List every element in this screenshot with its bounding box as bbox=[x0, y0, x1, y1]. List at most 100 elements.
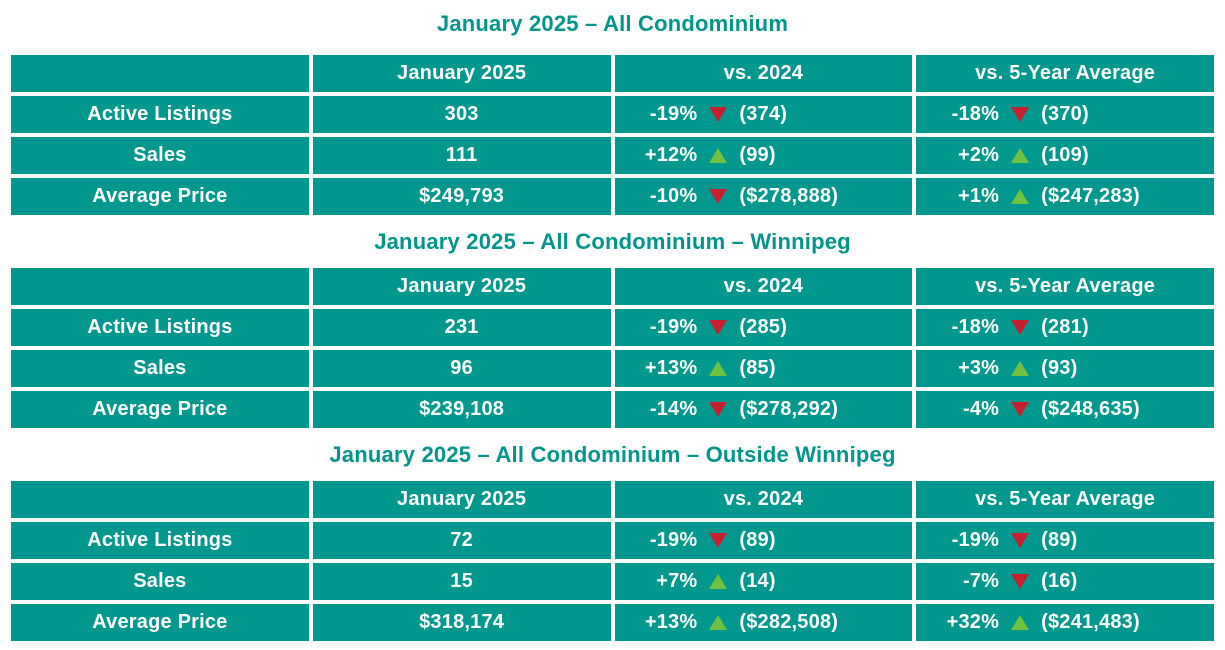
triangle-up-icon bbox=[1011, 361, 1030, 376]
percent-change: +12% bbox=[644, 144, 698, 166]
percent-change: -10% bbox=[649, 185, 698, 207]
triangle-up-icon bbox=[1011, 148, 1030, 163]
value-cell: 231 bbox=[312, 309, 611, 346]
comparison-cell: +12% (99) bbox=[614, 137, 913, 174]
comparison-cell: +7% (14) bbox=[614, 563, 913, 600]
trend-icon-box bbox=[999, 148, 1041, 163]
data-table-outside-winnipeg: January 2025 vs. 2024 vs. 5-Year Average… bbox=[11, 481, 1214, 641]
triangle-down-icon bbox=[1011, 533, 1030, 548]
triangle-down-icon bbox=[1011, 574, 1030, 589]
percent-change: +1% bbox=[957, 185, 1000, 207]
reference-value: (109) bbox=[1041, 144, 1089, 166]
reference-value: ($248,635) bbox=[1041, 398, 1140, 420]
trend-icon-box bbox=[999, 574, 1041, 589]
trend-icon-box bbox=[999, 533, 1041, 548]
comparison-cell: -18% (281) bbox=[916, 309, 1214, 346]
percent-change: -19% bbox=[649, 103, 698, 125]
triangle-down-icon bbox=[1011, 320, 1030, 335]
value-cell: $318,174 bbox=[312, 604, 611, 641]
value-cell: 303 bbox=[312, 96, 611, 133]
comparison-cell: -19% (89) bbox=[916, 522, 1214, 559]
comparison-cell: +1% ($247,283) bbox=[916, 178, 1214, 215]
triangle-down-icon bbox=[1011, 107, 1030, 122]
trend-icon-box bbox=[999, 107, 1041, 122]
reference-value: (281) bbox=[1041, 316, 1089, 338]
row-label: Average Price bbox=[11, 391, 309, 428]
triangle-up-icon bbox=[709, 574, 728, 589]
corner-cell bbox=[11, 55, 309, 92]
comparison-cell: +32% ($241,483) bbox=[916, 604, 1214, 641]
row-label: Active Listings bbox=[11, 96, 309, 133]
column-header-vs-5yr: vs. 5-Year Average bbox=[916, 268, 1214, 305]
row-label: Average Price bbox=[11, 604, 309, 641]
triangle-up-icon bbox=[709, 615, 728, 630]
reference-value: ($278,292) bbox=[739, 398, 839, 420]
comparison-cell: +13% (85) bbox=[614, 350, 913, 387]
percent-change: -7% bbox=[962, 570, 1000, 592]
trend-icon-box bbox=[697, 148, 739, 163]
row-label: Sales bbox=[11, 350, 309, 387]
reference-value: (14) bbox=[739, 570, 776, 592]
value-cell: 96 bbox=[312, 350, 611, 387]
trend-icon-box bbox=[697, 189, 739, 204]
comparison-cell: +2% (109) bbox=[916, 137, 1214, 174]
comparison-cell: -10% ($278,888) bbox=[614, 178, 913, 215]
reference-value: (16) bbox=[1041, 570, 1078, 592]
trend-icon-box bbox=[999, 320, 1041, 335]
reference-value: (370) bbox=[1041, 103, 1089, 125]
column-header-vs-5yr: vs. 5-Year Average bbox=[916, 55, 1214, 92]
triangle-down-icon bbox=[709, 402, 728, 417]
percent-change: +13% bbox=[644, 611, 698, 633]
reference-value: (374) bbox=[739, 103, 788, 125]
reference-value: (89) bbox=[1041, 529, 1078, 551]
column-header-vs-2024: vs. 2024 bbox=[614, 55, 913, 92]
triangle-up-icon bbox=[1011, 615, 1030, 630]
percent-change: +3% bbox=[957, 357, 1000, 379]
trend-icon-box bbox=[697, 320, 739, 335]
triangle-up-icon bbox=[709, 361, 728, 376]
trend-icon-box bbox=[697, 361, 739, 376]
percent-change: -19% bbox=[951, 529, 1000, 551]
triangle-down-icon bbox=[709, 320, 728, 335]
comparison-cell: -19% (285) bbox=[614, 309, 913, 346]
percent-change: +7% bbox=[656, 570, 698, 592]
percent-change: -18% bbox=[951, 103, 1000, 125]
column-header-current: January 2025 bbox=[312, 55, 611, 92]
data-table-winnipeg: January 2025 vs. 2024 vs. 5-Year Average… bbox=[11, 268, 1214, 428]
row-label: Sales bbox=[11, 137, 309, 174]
percent-change: +2% bbox=[957, 144, 1000, 166]
value-cell: 111 bbox=[312, 137, 611, 174]
reference-value: (89) bbox=[739, 529, 776, 551]
value-cell: 72 bbox=[312, 522, 611, 559]
row-label: Active Listings bbox=[11, 309, 309, 346]
percent-change: +32% bbox=[946, 611, 1000, 633]
reference-value: (93) bbox=[1041, 357, 1078, 379]
reference-value: ($282,508) bbox=[739, 611, 839, 633]
percent-change: -4% bbox=[962, 398, 1000, 420]
comparison-cell: +3% (93) bbox=[916, 350, 1214, 387]
reference-value: (85) bbox=[739, 357, 776, 379]
triangle-up-icon bbox=[1011, 189, 1030, 204]
column-header-current: January 2025 bbox=[312, 481, 611, 518]
value-cell: $249,793 bbox=[312, 178, 611, 215]
corner-cell bbox=[11, 268, 309, 305]
trend-icon-box bbox=[697, 533, 739, 548]
value-cell: $239,108 bbox=[312, 391, 611, 428]
trend-icon-box bbox=[999, 402, 1041, 417]
triangle-down-icon bbox=[709, 107, 728, 122]
comparison-cell: -14% ($278,292) bbox=[614, 391, 913, 428]
percent-change: +13% bbox=[644, 357, 698, 379]
comparison-cell: -4% ($248,635) bbox=[916, 391, 1214, 428]
column-header-current: January 2025 bbox=[312, 268, 611, 305]
triangle-up-icon bbox=[709, 148, 728, 163]
reference-value: ($278,888) bbox=[739, 185, 839, 207]
row-label: Average Price bbox=[11, 178, 309, 215]
percent-change: -19% bbox=[649, 316, 698, 338]
reference-value: ($241,483) bbox=[1041, 611, 1140, 633]
triangle-down-icon bbox=[709, 533, 728, 548]
percent-change: -18% bbox=[951, 316, 1000, 338]
reference-value: (285) bbox=[739, 316, 788, 338]
corner-cell bbox=[11, 481, 309, 518]
comparison-cell: -7% (16) bbox=[916, 563, 1214, 600]
